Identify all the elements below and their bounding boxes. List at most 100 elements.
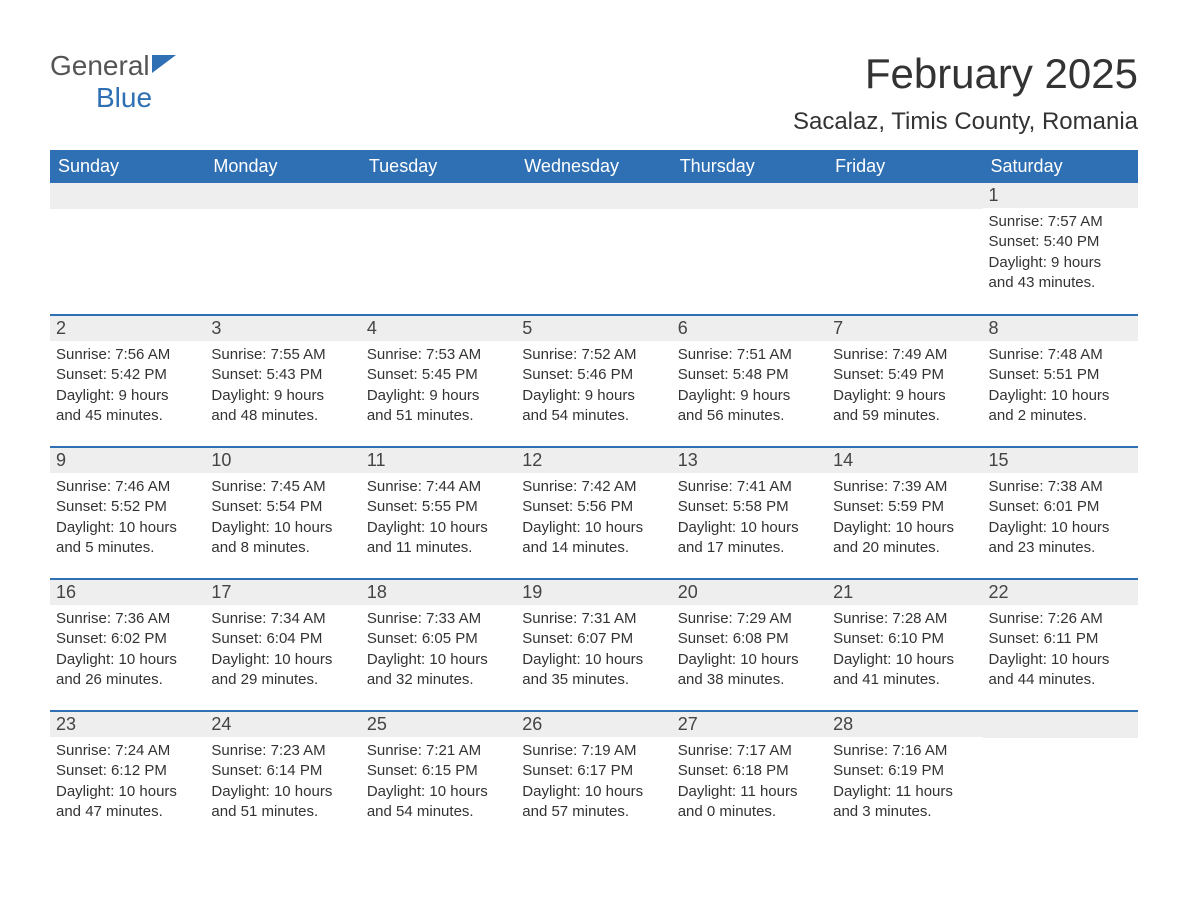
daylight-text-1: Daylight: 10 hours [367, 782, 510, 802]
day-number: 12 [516, 448, 671, 473]
daylight-text-2: and 20 minutes. [833, 538, 976, 558]
day-info: Sunrise: 7:31 AMSunset: 6:07 PMDaylight:… [516, 605, 671, 700]
calendar-cell: 20Sunrise: 7:29 AMSunset: 6:08 PMDayligh… [672, 579, 827, 711]
title-block: February 2025 Sacalaz, Timis County, Rom… [793, 50, 1138, 150]
logo-text-general: General [50, 50, 150, 81]
daylight-text-1: Daylight: 10 hours [56, 782, 199, 802]
day-info: Sunrise: 7:52 AMSunset: 5:46 PMDaylight:… [516, 341, 671, 436]
sunrise-text: Sunrise: 7:28 AM [833, 609, 976, 629]
sunset-text: Sunset: 5:52 PM [56, 497, 199, 517]
day-number: 22 [983, 580, 1138, 605]
day-number: 15 [983, 448, 1138, 473]
daylight-text-1: Daylight: 9 hours [367, 386, 510, 406]
daylight-text-1: Daylight: 10 hours [678, 650, 821, 670]
sunrise-text: Sunrise: 7:39 AM [833, 477, 976, 497]
daylight-text-2: and 35 minutes. [522, 670, 665, 690]
calendar-cell: 12Sunrise: 7:42 AMSunset: 5:56 PMDayligh… [516, 447, 671, 579]
sunset-text: Sunset: 5:43 PM [211, 365, 354, 385]
daylight-text-1: Daylight: 9 hours [56, 386, 199, 406]
sunset-text: Sunset: 6:05 PM [367, 629, 510, 649]
daylight-text-2: and 41 minutes. [833, 670, 976, 690]
sunrise-text: Sunrise: 7:33 AM [367, 609, 510, 629]
sunset-text: Sunset: 6:11 PM [989, 629, 1132, 649]
day-number-empty [50, 183, 205, 209]
calendar-cell: 2Sunrise: 7:56 AMSunset: 5:42 PMDaylight… [50, 315, 205, 447]
sunrise-text: Sunrise: 7:24 AM [56, 741, 199, 761]
day-number: 8 [983, 316, 1138, 341]
calendar-cell: 25Sunrise: 7:21 AMSunset: 6:15 PMDayligh… [361, 711, 516, 843]
sunrise-text: Sunrise: 7:52 AM [522, 345, 665, 365]
day-number: 21 [827, 580, 982, 605]
header: General Blue February 2025 Sacalaz, Timi… [50, 50, 1138, 150]
daylight-text-1: Daylight: 9 hours [211, 386, 354, 406]
day-number: 23 [50, 712, 205, 737]
calendar-cell: 13Sunrise: 7:41 AMSunset: 5:58 PMDayligh… [672, 447, 827, 579]
day-header: Tuesday [361, 150, 516, 183]
sunset-text: Sunset: 6:17 PM [522, 761, 665, 781]
month-title: February 2025 [793, 50, 1138, 98]
day-info: Sunrise: 7:49 AMSunset: 5:49 PMDaylight:… [827, 341, 982, 436]
sunset-text: Sunset: 5:48 PM [678, 365, 821, 385]
calendar-cell [827, 183, 982, 315]
sunset-text: Sunset: 5:40 PM [989, 232, 1132, 252]
sunrise-text: Sunrise: 7:29 AM [678, 609, 821, 629]
daylight-text-2: and 47 minutes. [56, 802, 199, 822]
calendar-week-row: 2Sunrise: 7:56 AMSunset: 5:42 PMDaylight… [50, 315, 1138, 447]
day-number: 28 [827, 712, 982, 737]
day-number-empty [361, 183, 516, 209]
calendar-cell: 10Sunrise: 7:45 AMSunset: 5:54 PMDayligh… [205, 447, 360, 579]
day-number: 27 [672, 712, 827, 737]
day-info: Sunrise: 7:39 AMSunset: 5:59 PMDaylight:… [827, 473, 982, 568]
daylight-text-2: and 54 minutes. [367, 802, 510, 822]
daylight-text-2: and 59 minutes. [833, 406, 976, 426]
daylight-text-1: Daylight: 10 hours [989, 518, 1132, 538]
calendar-cell: 3Sunrise: 7:55 AMSunset: 5:43 PMDaylight… [205, 315, 360, 447]
daylight-text-1: Daylight: 10 hours [56, 518, 199, 538]
sunrise-text: Sunrise: 7:46 AM [56, 477, 199, 497]
day-info: Sunrise: 7:28 AMSunset: 6:10 PMDaylight:… [827, 605, 982, 700]
day-info: Sunrise: 7:48 AMSunset: 5:51 PMDaylight:… [983, 341, 1138, 436]
daylight-text-1: Daylight: 9 hours [522, 386, 665, 406]
day-info: Sunrise: 7:21 AMSunset: 6:15 PMDaylight:… [361, 737, 516, 832]
day-number: 1 [983, 183, 1138, 208]
calendar-week-row: 23Sunrise: 7:24 AMSunset: 6:12 PMDayligh… [50, 711, 1138, 843]
daylight-text-2: and 57 minutes. [522, 802, 665, 822]
day-info: Sunrise: 7:42 AMSunset: 5:56 PMDaylight:… [516, 473, 671, 568]
day-info: Sunrise: 7:46 AMSunset: 5:52 PMDaylight:… [50, 473, 205, 568]
daylight-text-2: and 43 minutes. [989, 273, 1132, 293]
calendar-cell: 27Sunrise: 7:17 AMSunset: 6:18 PMDayligh… [672, 711, 827, 843]
day-number-empty [827, 183, 982, 209]
calendar-cell: 22Sunrise: 7:26 AMSunset: 6:11 PMDayligh… [983, 579, 1138, 711]
daylight-text-1: Daylight: 10 hours [522, 650, 665, 670]
day-number-empty [516, 183, 671, 209]
sunrise-text: Sunrise: 7:23 AM [211, 741, 354, 761]
day-number-empty [672, 183, 827, 209]
calendar-week-row: 1Sunrise: 7:57 AMSunset: 5:40 PMDaylight… [50, 183, 1138, 315]
logo: General Blue [50, 50, 178, 114]
sunset-text: Sunset: 5:59 PM [833, 497, 976, 517]
calendar-cell [516, 183, 671, 315]
day-header: Friday [827, 150, 982, 183]
logo-text: General Blue [50, 50, 178, 114]
calendar-cell: 21Sunrise: 7:28 AMSunset: 6:10 PMDayligh… [827, 579, 982, 711]
daylight-text-2: and 48 minutes. [211, 406, 354, 426]
day-number: 4 [361, 316, 516, 341]
calendar-table: Sunday Monday Tuesday Wednesday Thursday… [50, 150, 1138, 843]
daylight-text-2: and 56 minutes. [678, 406, 821, 426]
day-info: Sunrise: 7:51 AMSunset: 5:48 PMDaylight:… [672, 341, 827, 436]
sunrise-text: Sunrise: 7:19 AM [522, 741, 665, 761]
day-number: 18 [361, 580, 516, 605]
sunset-text: Sunset: 5:54 PM [211, 497, 354, 517]
sunset-text: Sunset: 6:02 PM [56, 629, 199, 649]
day-info: Sunrise: 7:45 AMSunset: 5:54 PMDaylight:… [205, 473, 360, 568]
sunset-text: Sunset: 5:45 PM [367, 365, 510, 385]
day-header: Wednesday [516, 150, 671, 183]
calendar-cell [361, 183, 516, 315]
calendar-cell [672, 183, 827, 315]
sunset-text: Sunset: 6:15 PM [367, 761, 510, 781]
sunrise-text: Sunrise: 7:57 AM [989, 212, 1132, 232]
sunrise-text: Sunrise: 7:42 AM [522, 477, 665, 497]
day-info: Sunrise: 7:16 AMSunset: 6:19 PMDaylight:… [827, 737, 982, 832]
daylight-text-1: Daylight: 10 hours [367, 650, 510, 670]
daylight-text-2: and 5 minutes. [56, 538, 199, 558]
